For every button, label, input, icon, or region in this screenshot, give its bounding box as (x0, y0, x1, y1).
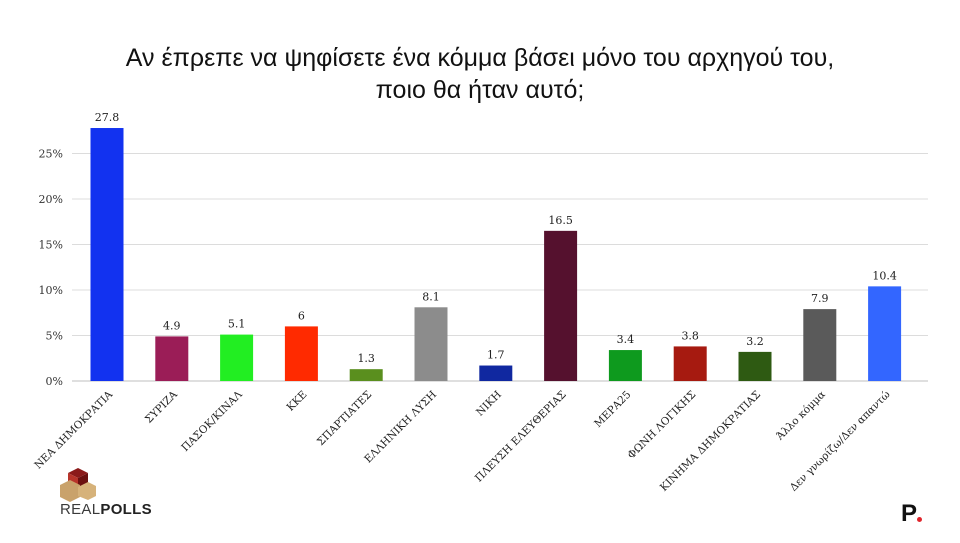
brand-mark: P (901, 500, 918, 527)
x-tick-label: Δεν γνωρίζω/Δεν απαντώ (787, 388, 893, 494)
bar (608, 350, 642, 381)
y-axis: 0% 5% 10% 15% 20% 25% (39, 148, 63, 389)
chart-title-line-1: Αν έπρεπε να ψηφίσετε ένα κόμμα βάσει μό… (125, 44, 835, 72)
value-label: 1.3 (357, 352, 375, 365)
y-tick-label: 20% (39, 193, 63, 206)
y-tick-label: 25% (39, 148, 63, 161)
x-tick-label: ΜΕΡΑ25 (592, 389, 633, 430)
realpolls-wordmark: REALPOLLS (60, 501, 152, 518)
chart-title: Αν έπρεπε να ψηφίσετε ένα κόμμα βάσει μό… (0, 42, 960, 106)
value-label: 3.2 (746, 335, 764, 348)
value-label: 8.1 (422, 290, 440, 303)
value-label: 16.5 (548, 214, 573, 227)
x-tick-label: ΣΥΡΙΖΑ (143, 388, 180, 425)
y-tick-label: 5% (46, 330, 63, 343)
value-label: 7.9 (811, 292, 829, 305)
y-tick-label: 15% (39, 239, 63, 252)
bar (738, 351, 772, 381)
x-tick-label: ΚΚΕ (285, 389, 310, 414)
x-tick-label: Άλλο κόμμα (773, 389, 828, 444)
value-label: 6 (298, 309, 305, 322)
value-label: 4.9 (163, 319, 181, 332)
x-tick-label: ΕΛΛΗΝΙΚΗ ΛΥΣΗ (362, 389, 439, 466)
value-label: 3.4 (617, 333, 635, 346)
bar (349, 369, 383, 381)
gridlines (72, 153, 928, 382)
y-tick-label: 10% (39, 284, 63, 297)
x-tick-label: ΝΕΑ ΔΗΜΟΚΡΑΤΙΑ (32, 388, 115, 471)
value-label: 27.8 (95, 111, 120, 124)
chart-title-line-2: ποιο θα ήταν αυτό; (375, 76, 585, 104)
bar (414, 307, 448, 381)
x-tick-label: ΣΠΑΡΤΙΑΤΕΣ (315, 389, 374, 448)
logo-cube-base-left (60, 480, 80, 502)
value-labels: 27.8 4.9 5.1 6 1.3 8.1 1.7 16.5 3.4 3.8 3.2 7.9 10.4 (95, 111, 897, 365)
value-label: 5.1 (228, 318, 246, 331)
value-label: 3.8 (681, 329, 699, 342)
bar (284, 326, 318, 381)
value-label: 10.4 (872, 269, 897, 282)
x-tick-label: ΝΙΚΗ (474, 389, 504, 419)
bars (90, 128, 902, 381)
y-tick-label: 0% (46, 375, 63, 388)
bar (803, 309, 837, 381)
realpolls-logo (60, 468, 96, 502)
bar (673, 346, 707, 381)
bar (155, 336, 189, 381)
brand-mark-dot (917, 517, 922, 522)
x-tick-label: ΦΩΝΗ ΛΟΓΙΚΗΣ (625, 389, 698, 462)
x-tick-label: ΠΑΣΟΚ/ΚΙΝΑΛ (179, 388, 245, 454)
bar (868, 286, 902, 381)
bar (544, 230, 578, 381)
bar (90, 128, 124, 381)
bar (479, 365, 513, 381)
logo-cube-base-right (78, 482, 96, 500)
value-label: 1.7 (487, 349, 505, 362)
bar (220, 334, 254, 381)
